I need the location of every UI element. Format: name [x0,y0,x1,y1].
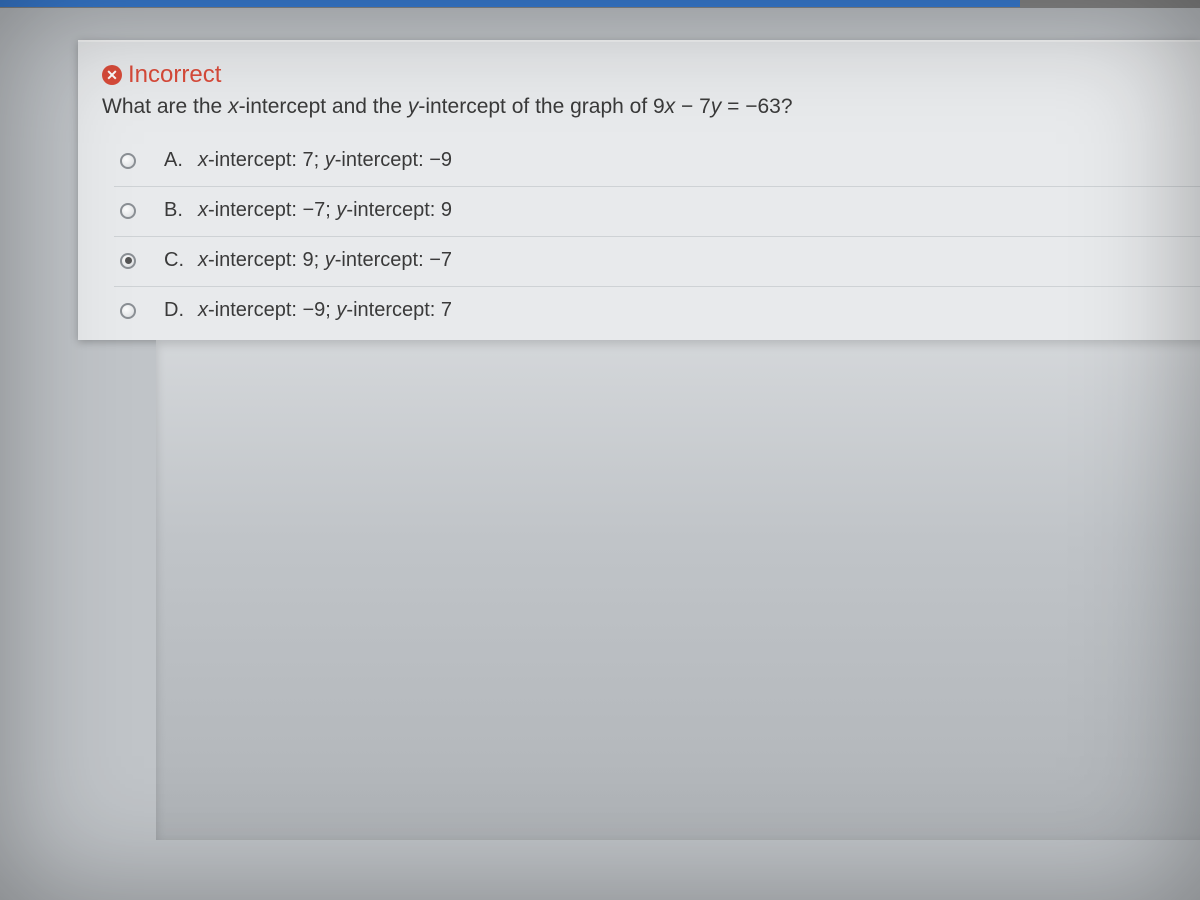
question-yvar: y [711,95,722,118]
question-panel: ✕ Incorrect What are the x-intercept and… [78,40,1200,340]
option-letter-c: C. [164,249,198,272]
question-mid3: − 7 [675,95,711,118]
option-text-d: x-intercept: −9; y-intercept: 7 [198,299,452,322]
option-text-c: x-intercept: 9; y-intercept: −7 [198,249,452,272]
opt-c-p1: -intercept: 9; [208,249,325,271]
options-list: A. x-intercept: 7; y-intercept: −9 B. x-… [78,137,1200,336]
option-d[interactable]: D. x-intercept: −9; y-intercept: 7 [114,287,1200,336]
progress-bar [0,0,1200,8]
radio-c[interactable] [120,253,136,269]
status-label: Incorrect [128,61,221,89]
opt-c-x: x [198,249,208,271]
opt-a-p2: -intercept: −9 [335,149,452,171]
option-text-a: x-intercept: 7; y-intercept: −9 [198,149,452,172]
option-a[interactable]: A. x-intercept: 7; y-intercept: −9 [114,137,1200,187]
opt-d-y: y [336,299,346,321]
opt-d-p1: -intercept: −9; [208,299,336,321]
opt-d-x: x [198,299,208,321]
radio-a[interactable] [120,153,136,169]
question-mid2: -intercept of the graph of 9 [418,95,664,118]
incorrect-icon: ✕ [102,65,122,85]
panel-fade [156,340,1200,840]
question-x-italic: x [228,95,239,118]
opt-b-x: x [198,199,208,221]
question-mid1: -intercept and the [239,95,408,118]
opt-d-p2: -intercept: 7 [346,299,452,321]
opt-b-p1: -intercept: −7; [208,199,336,221]
status-header: ✕ Incorrect [78,61,1200,89]
question-xvar: x [665,95,676,118]
option-letter-a: A. [164,149,198,172]
opt-c-y: y [325,249,335,271]
opt-b-p2: -intercept: 9 [346,199,452,221]
opt-a-p1: -intercept: 7; [208,149,325,171]
question-prefix: What are the [102,95,228,118]
option-b[interactable]: B. x-intercept: −7; y-intercept: 9 [114,187,1200,237]
question-suffix: = −63? [721,95,792,118]
opt-a-y: y [325,149,335,171]
question-text: What are the x-intercept and the y-inter… [78,95,1200,119]
question-y-italic: y [408,95,419,118]
radio-b[interactable] [120,203,136,219]
opt-c-p2: -intercept: −7 [335,249,452,271]
option-c[interactable]: C. x-intercept: 9; y-intercept: −7 [114,237,1200,287]
opt-a-x: x [198,149,208,171]
opt-b-y: y [336,199,346,221]
option-letter-b: B. [164,199,198,222]
radio-d[interactable] [120,303,136,319]
option-letter-d: D. [164,299,198,322]
content-wrapper: ✕ Incorrect What are the x-intercept and… [0,8,1200,840]
option-text-b: x-intercept: −7; y-intercept: 9 [198,199,452,222]
